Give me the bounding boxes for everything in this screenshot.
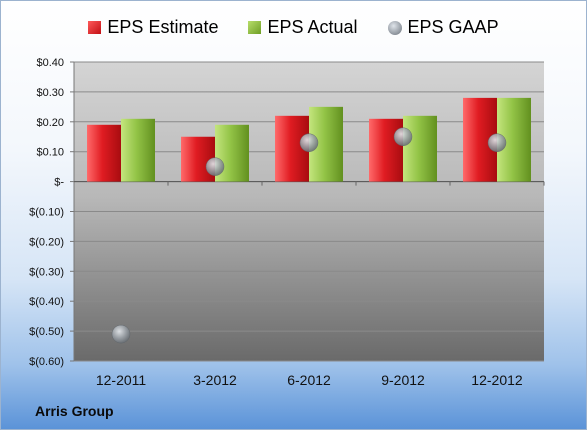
x-tick-label: 12-2011 (96, 372, 147, 388)
y-tick-label: $(0.60) (29, 356, 64, 368)
legend-swatch-estimate (88, 21, 102, 34)
y-tick-label: $0.10 (36, 147, 64, 159)
y-tick-label: $0.30 (36, 87, 64, 99)
point-eps-gaap (299, 133, 319, 152)
y-tick-label: $(0.20) (29, 236, 64, 248)
y-tick-label: $(0.10) (29, 207, 64, 219)
legend-item-actual: EPS Actual (248, 17, 358, 38)
x-tick-label: 3-2012 (193, 372, 237, 388)
x-tick-label: 12-2012 (471, 372, 523, 388)
y-tick-label: $- (54, 177, 64, 189)
point-eps-gaap (487, 133, 507, 152)
x-tick-label: 6-2012 (287, 372, 331, 388)
y-tick-label: $(0.50) (29, 326, 64, 338)
point-eps-gaap (205, 157, 225, 176)
y-tick-label: $0.20 (36, 117, 64, 129)
point-eps-gaap (393, 127, 413, 146)
bar-eps-actual (403, 115, 437, 182)
legend-label-estimate: EPS Estimate (107, 17, 219, 37)
bar-eps-estimate (87, 124, 121, 182)
y-tick-label: $0.40 (36, 57, 64, 69)
legend-item-estimate: EPS Estimate (88, 17, 218, 38)
legend-label-actual: EPS Actual (267, 17, 358, 37)
x-tick-label: 9-2012 (381, 372, 425, 388)
y-tick-label: $(0.40) (29, 296, 64, 308)
legend-label-gaap: EPS GAAP (407, 17, 499, 37)
legend-swatch-gaap (387, 20, 402, 35)
y-tick-label: $(0.30) (29, 266, 64, 278)
legend-item-gaap: EPS GAAP (387, 17, 499, 38)
legend-swatch-actual (248, 21, 262, 34)
chart-legend: EPS Estimate EPS Actual EPS GAAP (1, 17, 586, 38)
bar-eps-estimate (369, 118, 403, 182)
bar-eps-actual (121, 118, 155, 182)
bar-eps-estimate (181, 136, 215, 182)
point-eps-gaap (111, 324, 131, 344)
company-name: Arris Group (35, 403, 114, 419)
